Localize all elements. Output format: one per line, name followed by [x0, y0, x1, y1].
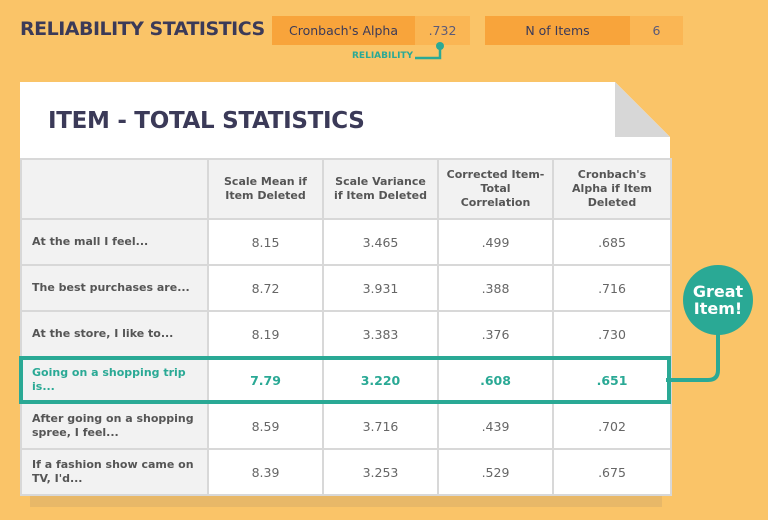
callout-connector: [666, 320, 720, 382]
cell-value: .716: [552, 264, 672, 312]
row-label: The best purchases are...: [20, 264, 209, 312]
table-row: At the mall I feel... 8.15 3.465.499.685: [20, 218, 672, 266]
cell-value: 8.19: [207, 310, 324, 358]
cell-value: .499: [437, 218, 554, 266]
reliability-title: RELIABILITY STATISTICS: [20, 18, 265, 40]
cell-value: .685: [552, 218, 672, 266]
cell-value: .702: [552, 402, 672, 450]
cell-value: 7.79: [207, 356, 324, 404]
cronbach-alpha-stat: Cronbach's Alpha .732: [272, 16, 470, 45]
cell-value: 3.383: [322, 310, 439, 358]
column-header: Scale Mean if Item Deleted: [207, 158, 324, 220]
table-header-row: Scale Mean if Item Deleted Scale Varianc…: [20, 158, 672, 220]
column-header: Corrected Item- Total Correlation: [437, 158, 554, 220]
row-label: At the store, I like to...: [20, 310, 209, 358]
highlight-box: [19, 356, 671, 404]
table-row: After going on a shopping spree, I feel.…: [20, 402, 672, 450]
table-row: Going on a shopping trip is... 7.79 3.220.…: [20, 356, 672, 404]
cell-value: 8.59: [207, 402, 324, 450]
cell-value: 8.15: [207, 218, 324, 266]
cell-value: .730: [552, 310, 672, 358]
cell-value: .675: [552, 448, 672, 496]
table-row: If a fashion show came on TV, I'd... 8.39…: [20, 448, 672, 496]
cell-value: 3.716: [322, 402, 439, 450]
table-row: The best purchases are... 8.72 3.931.388.7…: [20, 264, 672, 312]
folded-corner: [615, 82, 670, 137]
card-shadow: [30, 495, 662, 507]
column-header: [20, 158, 209, 220]
cell-value: .529: [437, 448, 554, 496]
row-label: After going on a shopping spree, I feel.…: [20, 402, 209, 450]
cell-value: 3.253: [322, 448, 439, 496]
alpha-value: .732: [415, 16, 470, 45]
row-label: If a fashion show came on TV, I'd...: [20, 448, 209, 496]
cell-value: .376: [437, 310, 554, 358]
n-items-value: 6: [630, 16, 683, 45]
column-header: Cronbach's Alpha if Item Deleted: [552, 158, 672, 220]
reliability-connector: [415, 42, 444, 60]
cell-value: 8.72: [207, 264, 324, 312]
n-items-stat: N of Items 6: [485, 16, 683, 45]
row-label: At the mall I feel...: [20, 218, 209, 266]
column-header: Scale Variance if Item Deleted: [322, 158, 439, 220]
cell-value: 3.931: [322, 264, 439, 312]
great-item-callout: Great Item!: [683, 265, 753, 335]
n-items-label: N of Items: [485, 16, 630, 45]
cell-value: .388: [437, 264, 554, 312]
table-row: At the store, I like to... 8.19 3.383.376.…: [20, 310, 672, 358]
cell-value: .608: [437, 356, 554, 404]
cell-value: 3.220: [322, 356, 439, 404]
cell-value: .439: [437, 402, 554, 450]
cell-value: 8.39: [207, 448, 324, 496]
card-title: ITEM - TOTAL STATISTICS: [48, 108, 365, 134]
row-label: Going on a shopping trip is...: [20, 356, 209, 404]
item-total-table: Scale Mean if Item Deleted Scale Varianc…: [20, 158, 672, 496]
cell-value: 3.465: [322, 218, 439, 266]
reliability-annotation: RELIABILITY: [352, 51, 414, 61]
alpha-label: Cronbach's Alpha: [272, 16, 415, 45]
